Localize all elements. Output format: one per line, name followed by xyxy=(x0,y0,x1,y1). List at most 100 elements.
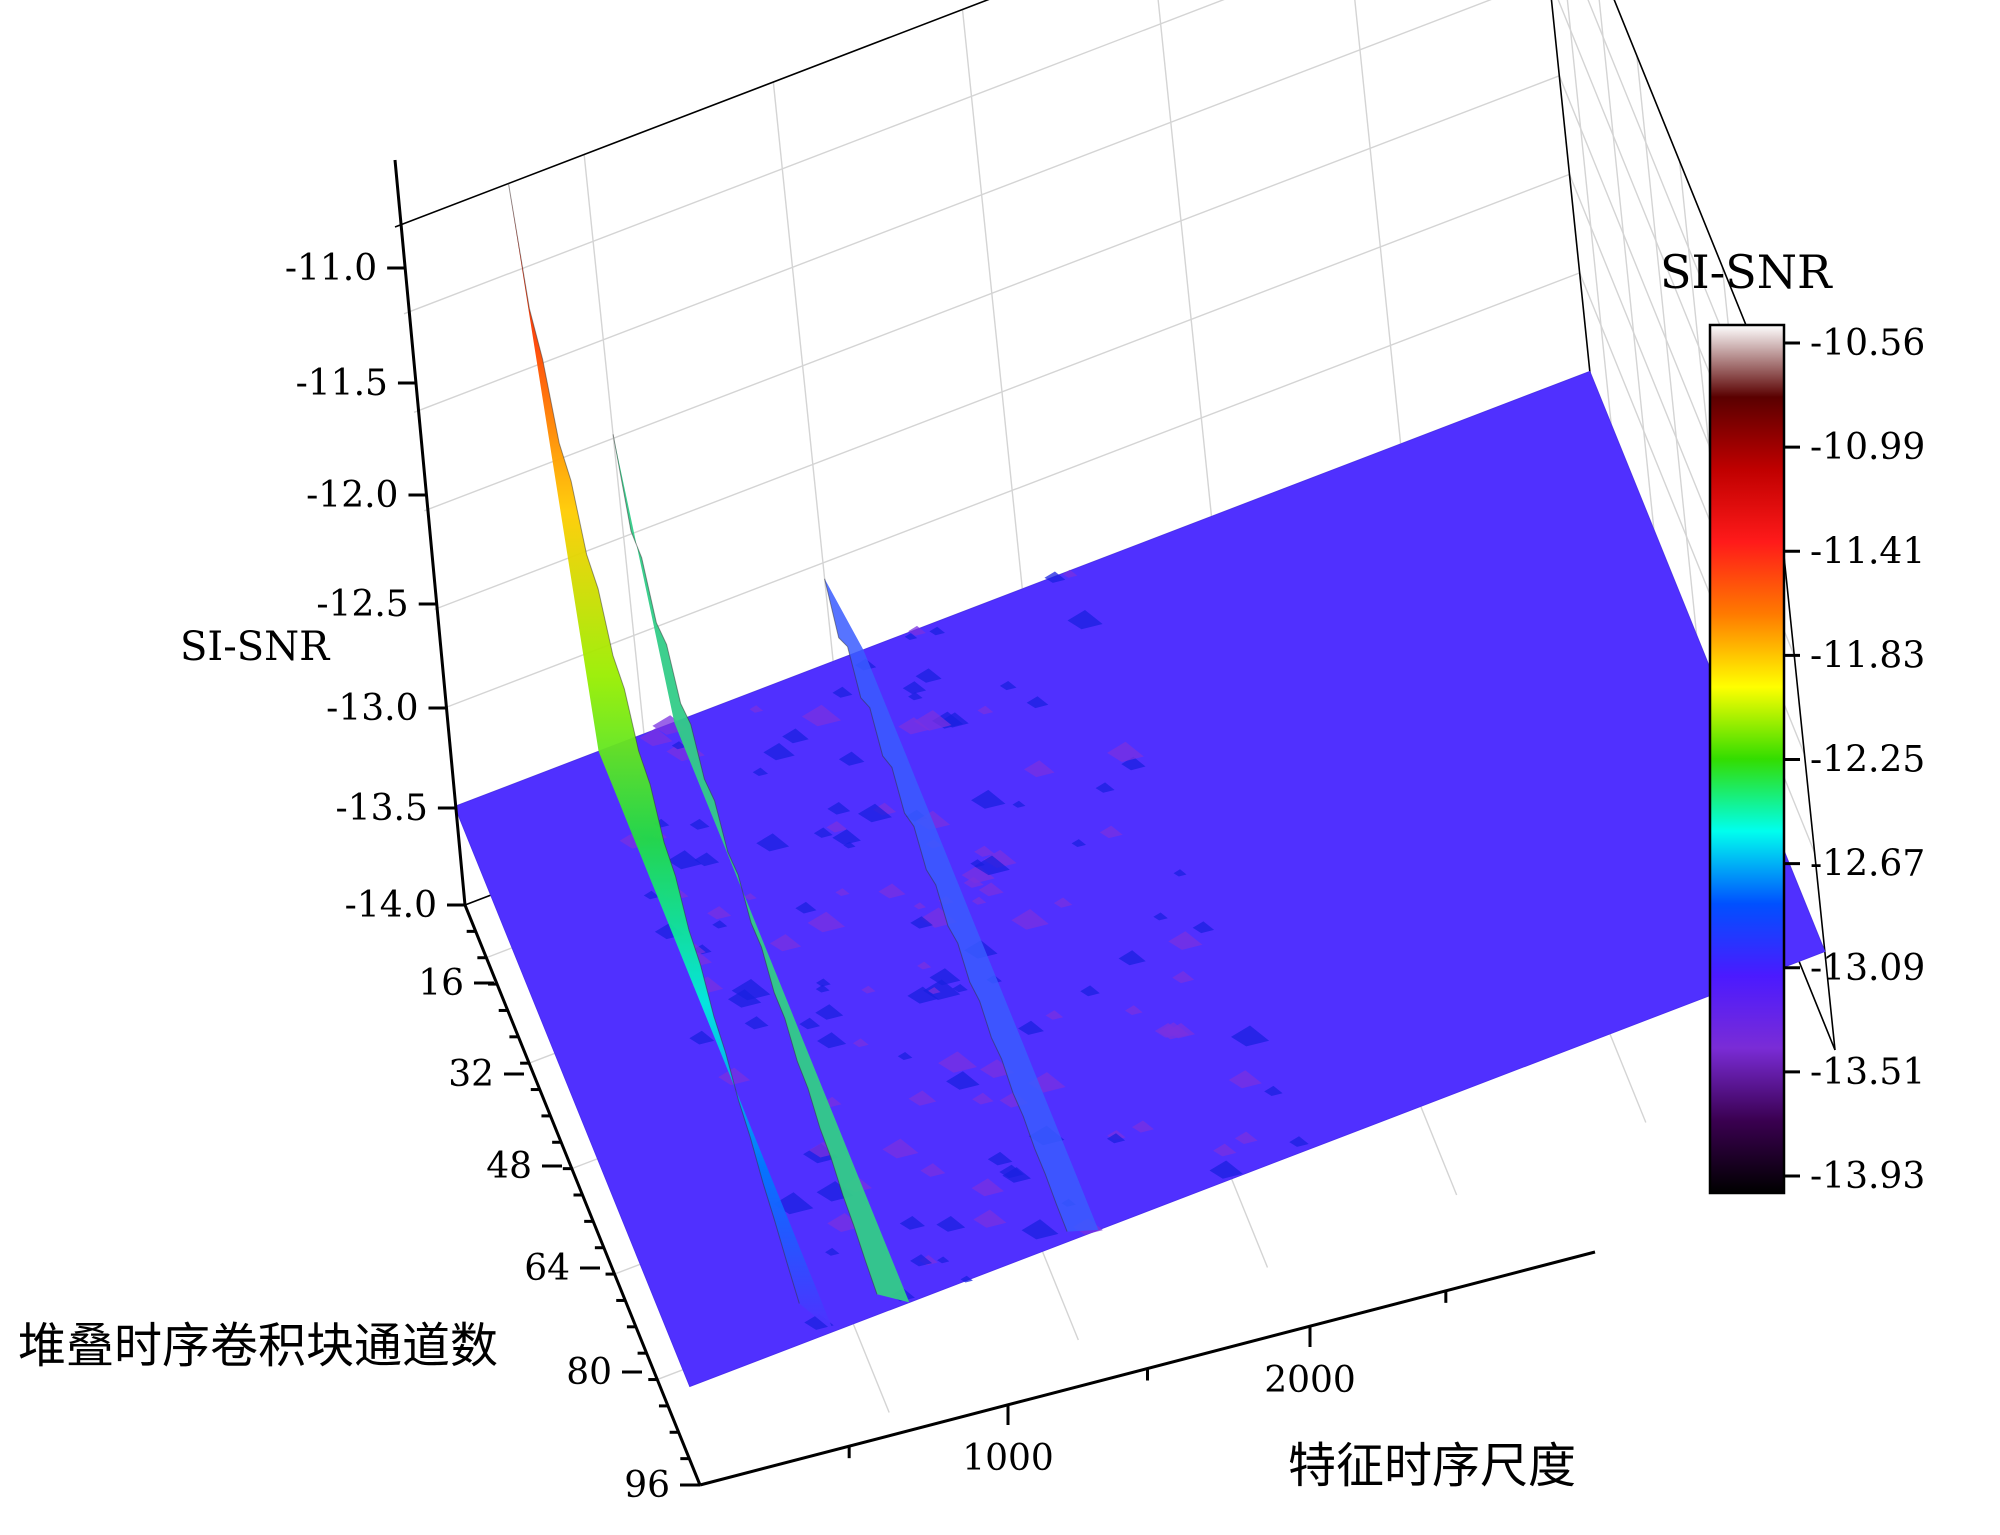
surface-speckle xyxy=(782,728,809,744)
surface-speckle xyxy=(807,911,845,933)
surface-speckle xyxy=(769,934,802,952)
surface-speckle xyxy=(1021,1219,1059,1240)
grid-line xyxy=(772,81,845,761)
surface-ridge xyxy=(612,434,910,1303)
surface-speckle xyxy=(914,710,952,731)
x-tick-label: 2000 xyxy=(1264,1360,1356,1401)
y-axis-title: 堆叠时序卷积块通道数 xyxy=(18,1318,498,1374)
colorbar-tick-label: -12.25 xyxy=(1810,740,1925,781)
surface-speckle xyxy=(1213,1143,1237,1157)
surface-speckle xyxy=(971,896,987,905)
surface-speckle xyxy=(835,888,850,896)
axes: -11.0 -11.5 -12.0 -12.5 -13.0 -13.5 -14.0 16 32 4… xyxy=(285,159,1596,1506)
surface-speckle xyxy=(902,681,927,694)
surface-speckle xyxy=(815,1004,844,1020)
surface-speckle xyxy=(707,906,732,920)
surface-speckle xyxy=(728,989,762,1008)
surface-speckle xyxy=(1192,921,1215,934)
surface-speckle xyxy=(1018,1020,1044,1035)
surface-speckle xyxy=(799,1017,821,1030)
z-tick-label: -13.0 xyxy=(326,688,418,729)
surface-speckle xyxy=(946,1071,980,1090)
y-tick-label: 64 xyxy=(524,1248,570,1289)
surface-speckle xyxy=(929,626,945,636)
surface-speckle xyxy=(1158,1022,1190,1040)
surface-speckle xyxy=(813,827,833,838)
colorbar: SI-SNR -10.56 -10.99 -11.41 -11.83 -12.25 -12… xyxy=(1660,245,1925,1197)
colorbar-title: SI-SNR xyxy=(1660,245,1833,299)
surface-speckle xyxy=(858,803,892,823)
surface-speckle xyxy=(1062,569,1078,578)
grid-line xyxy=(1354,0,1412,543)
surface-speckle xyxy=(961,865,995,884)
surface-ridge xyxy=(508,183,834,1332)
surface-ridge xyxy=(824,578,1099,1232)
y-tick-label: 96 xyxy=(624,1465,670,1506)
z-tick-label: -14.0 xyxy=(345,885,437,926)
y-tick-label: 32 xyxy=(448,1054,494,1095)
surface-speckle xyxy=(832,686,853,698)
surface-speckle xyxy=(1121,756,1146,771)
surface-speckle xyxy=(817,1032,847,1049)
ridge-surface xyxy=(824,578,1099,1232)
surface-speckle xyxy=(929,968,961,986)
surface-speckle xyxy=(971,1178,1004,1197)
surface-speckle xyxy=(1173,869,1187,877)
surface-speckle xyxy=(825,1247,840,1256)
z-tick-label: -12.0 xyxy=(306,475,398,516)
surface-speckle xyxy=(832,829,861,845)
surface-speckle xyxy=(712,920,728,929)
surface-speckle xyxy=(826,821,848,833)
surface-speckle xyxy=(1067,610,1103,630)
surface-speckle xyxy=(913,902,926,910)
surface-speckle xyxy=(1026,696,1049,709)
z-tick-label: -11.0 xyxy=(285,248,377,289)
surface-speckle xyxy=(907,986,939,1004)
surface-speckle xyxy=(910,1254,933,1267)
y-tick-label: 80 xyxy=(566,1352,612,1393)
y-tick-label: 48 xyxy=(486,1146,532,1187)
z-tick-label: -13.5 xyxy=(336,788,428,829)
surface-speckle xyxy=(1012,800,1026,808)
surface-speckle xyxy=(972,1092,994,1105)
colorbar-tick-label: -13.51 xyxy=(1810,1052,1925,1093)
colorbar-gradient xyxy=(1708,323,1786,1195)
colorbar-tick-label: -10.99 xyxy=(1810,427,1925,468)
surface-speckle xyxy=(827,1213,862,1232)
surface-speckle xyxy=(908,625,926,636)
surface-speckle xyxy=(694,852,720,867)
surface-speckle xyxy=(987,1151,1013,1166)
surface-speckle xyxy=(1011,909,1049,930)
surface-speckle xyxy=(756,833,790,852)
surface-speckle xyxy=(1044,571,1066,583)
surface-speckle xyxy=(1045,1010,1064,1020)
surface-speckle xyxy=(827,802,851,815)
surface-speckle xyxy=(904,633,918,640)
surface-speckle xyxy=(804,1313,834,1330)
surface-speckle xyxy=(937,1256,950,1264)
colorbar-tick-label: -12.67 xyxy=(1810,844,1925,885)
z-axis-title: SI-SNR xyxy=(180,624,331,670)
surface-speckle xyxy=(1071,839,1086,847)
surface-speckle xyxy=(978,882,1004,897)
surface-speckle xyxy=(795,901,817,914)
surface-speckle xyxy=(1231,1025,1270,1047)
grid-line xyxy=(1566,0,1623,523)
surface-speckle xyxy=(643,890,660,900)
surface-speckle xyxy=(815,984,830,993)
colorbar-tick-label: -10.56 xyxy=(1810,323,1925,364)
surface-speckle xyxy=(908,692,923,701)
surface-speckle xyxy=(897,1052,913,1060)
surface-plot xyxy=(454,183,1826,1388)
surface-speckle xyxy=(852,1038,869,1048)
surface-speckle xyxy=(1107,1133,1126,1144)
surface-speckle xyxy=(1228,1070,1262,1089)
surface-speckle xyxy=(882,1138,919,1159)
surface-speckle xyxy=(689,1030,715,1045)
ridge-contour xyxy=(824,578,1068,1232)
surface-baseline-plane xyxy=(454,370,1826,1388)
z-tick-label: -12.5 xyxy=(316,584,408,625)
surface-speckle xyxy=(1125,1005,1143,1015)
surface-speckle xyxy=(749,705,764,713)
surface-speckle xyxy=(1153,912,1168,921)
